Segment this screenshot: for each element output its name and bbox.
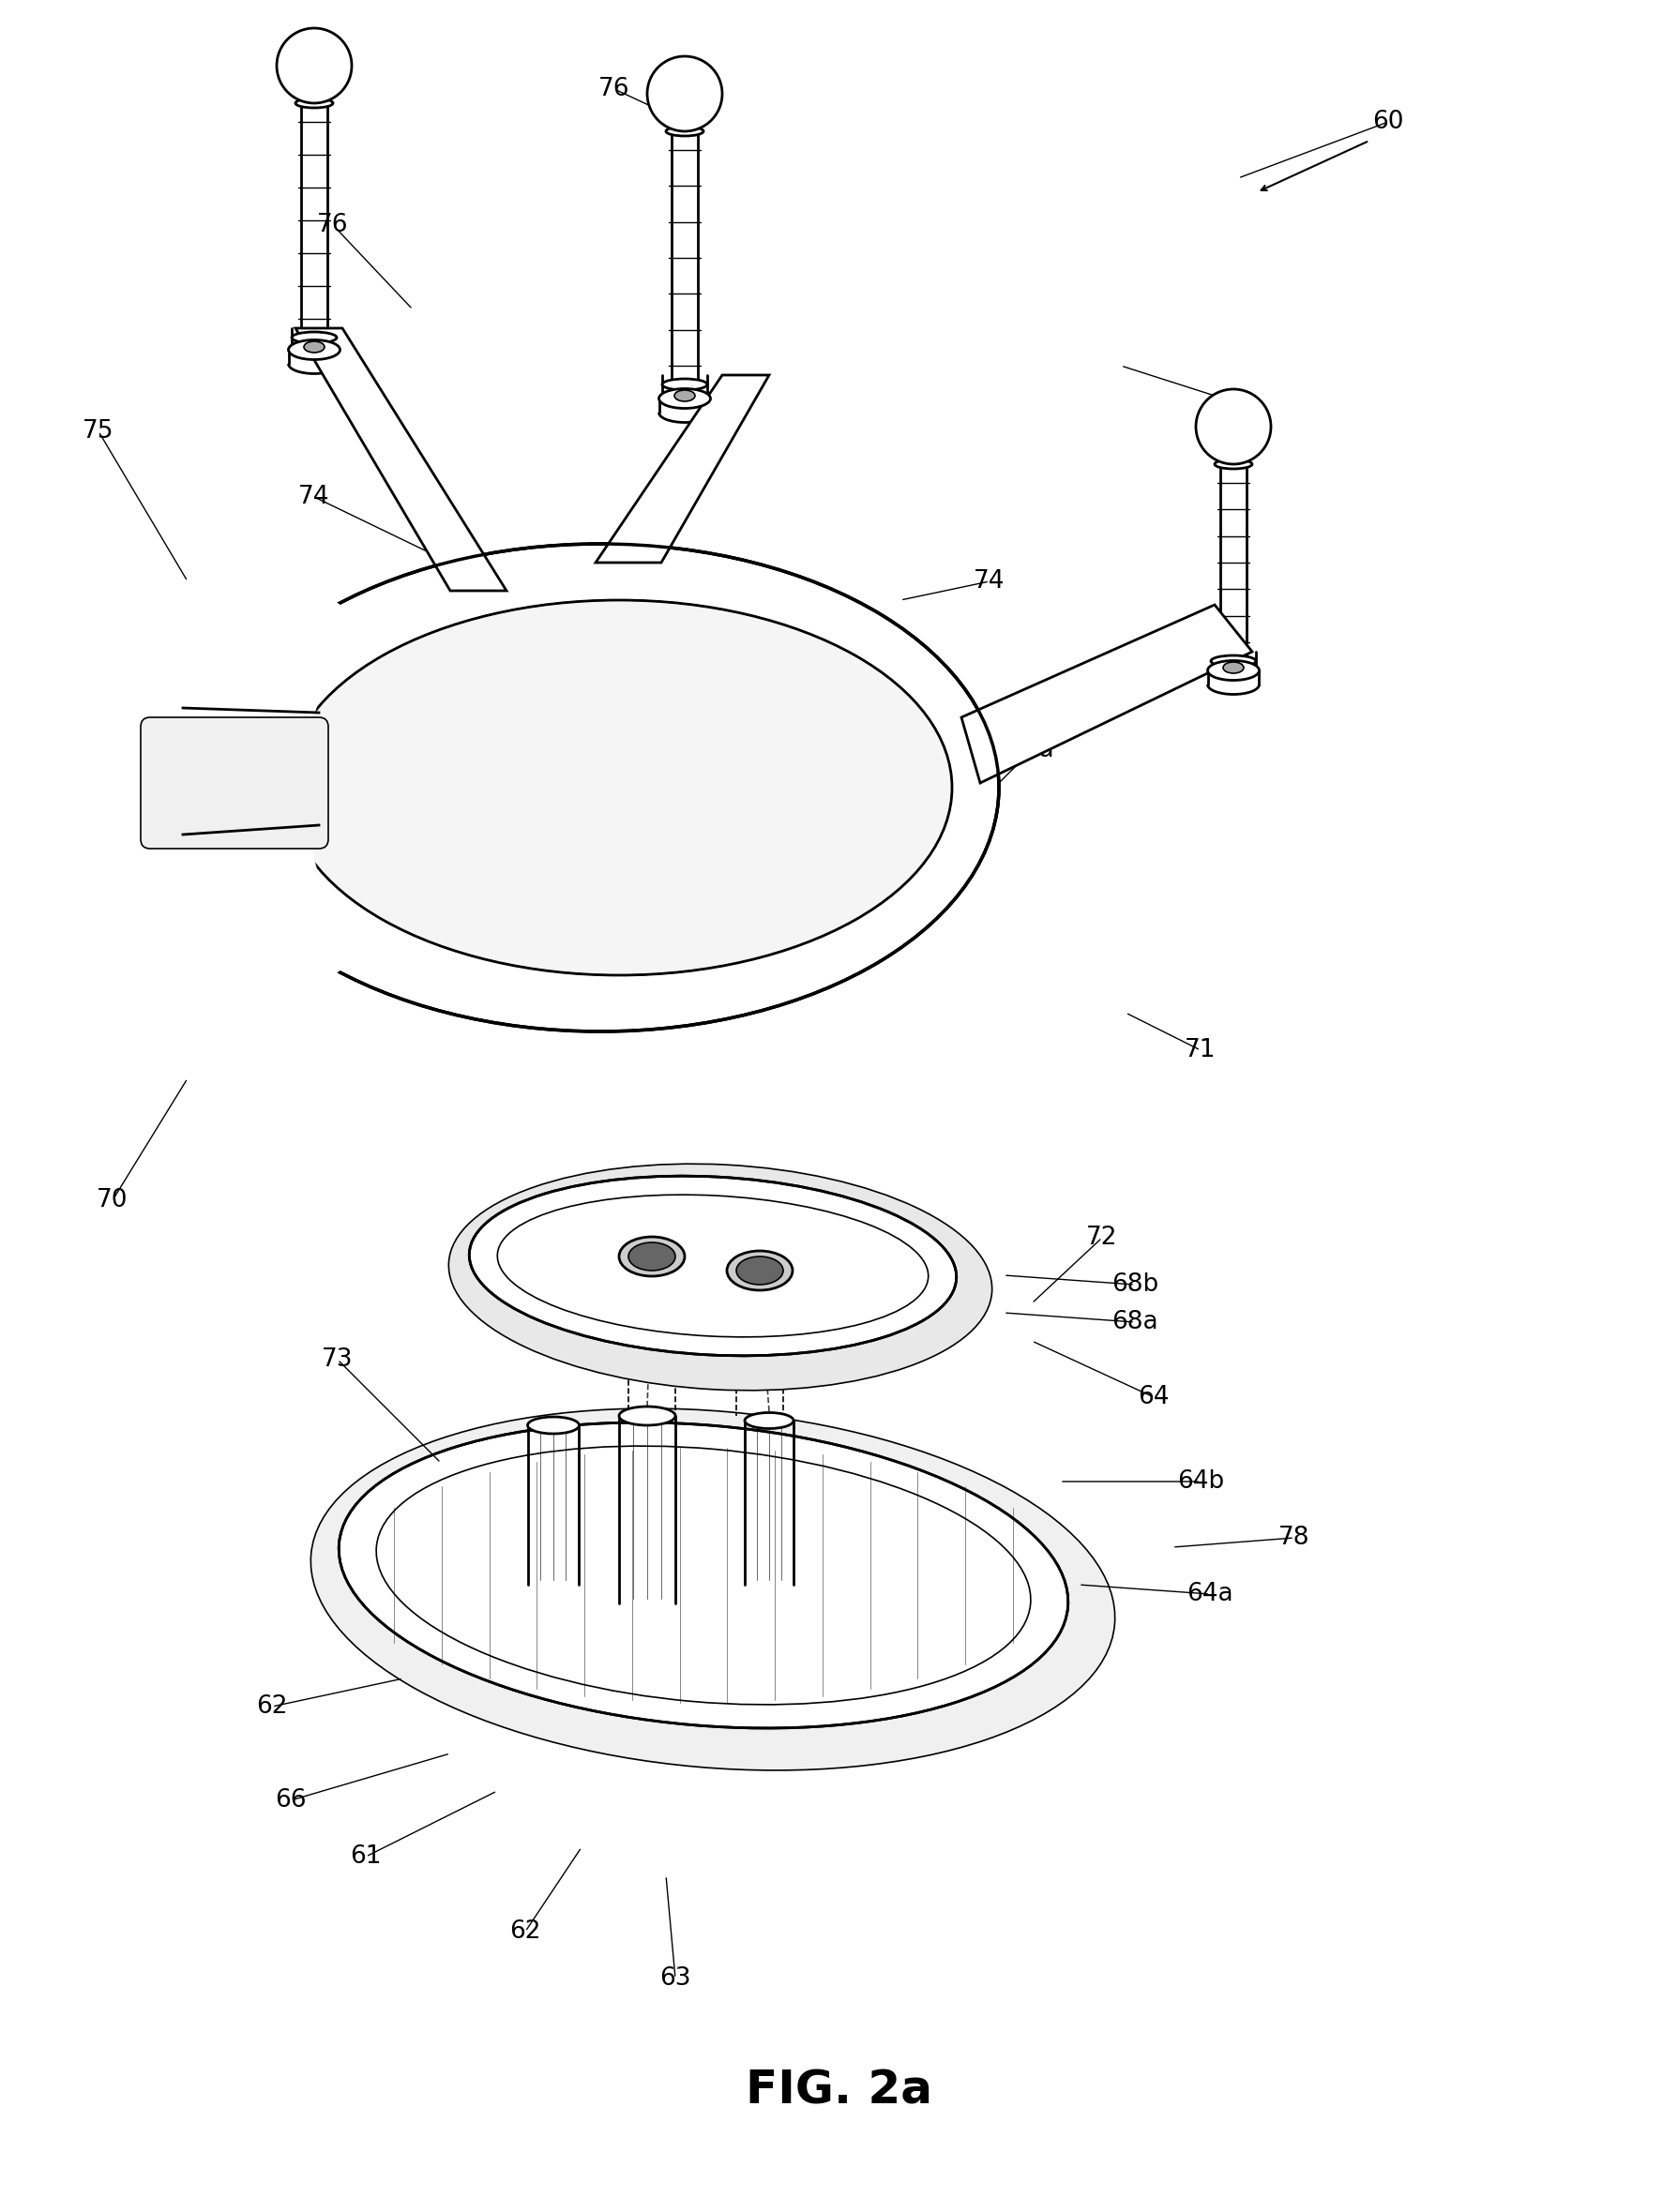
Text: 68a: 68a — [1111, 1310, 1158, 1334]
Text: 78: 78 — [1279, 1526, 1309, 1551]
Text: 64b: 64b — [1176, 1469, 1223, 1493]
Ellipse shape — [619, 1237, 685, 1276]
Text: 70: 70 — [97, 1188, 128, 1212]
Text: FIG. 2a: FIG. 2a — [745, 2068, 933, 2112]
Text: 72: 72 — [1086, 1225, 1118, 1250]
Ellipse shape — [285, 599, 951, 975]
Ellipse shape — [737, 1256, 782, 1285]
Ellipse shape — [339, 1422, 1067, 1728]
FancyBboxPatch shape — [141, 717, 329, 849]
Circle shape — [1195, 389, 1270, 465]
Text: 61: 61 — [351, 1845, 381, 1869]
Text: 76: 76 — [599, 77, 629, 102]
Circle shape — [277, 29, 351, 104]
Polygon shape — [961, 604, 1252, 783]
Ellipse shape — [1210, 655, 1255, 666]
Ellipse shape — [310, 1409, 1114, 1770]
Text: 72a: 72a — [675, 748, 722, 772]
Ellipse shape — [470, 1177, 956, 1356]
Ellipse shape — [745, 1413, 794, 1429]
Ellipse shape — [1206, 661, 1258, 681]
Text: 72a: 72a — [619, 1356, 666, 1380]
Ellipse shape — [201, 544, 998, 1031]
Text: 70b: 70b — [168, 814, 216, 838]
Text: 76: 76 — [1222, 392, 1253, 416]
Text: 62: 62 — [508, 1920, 540, 1944]
Ellipse shape — [666, 126, 703, 135]
Text: 68b: 68b — [1111, 1272, 1158, 1296]
Ellipse shape — [295, 100, 332, 108]
Text: 72: 72 — [753, 719, 784, 743]
Text: 71: 71 — [1185, 1037, 1215, 1062]
Text: 66: 66 — [275, 1787, 307, 1812]
Ellipse shape — [661, 378, 706, 389]
Text: 64a: 64a — [1186, 1582, 1233, 1606]
Ellipse shape — [1213, 460, 1252, 469]
Ellipse shape — [658, 389, 710, 409]
Text: 64: 64 — [1138, 1385, 1170, 1409]
Text: 74: 74 — [973, 568, 1005, 593]
Wedge shape — [193, 553, 357, 1022]
Ellipse shape — [619, 1407, 675, 1425]
Text: 63: 63 — [659, 1966, 691, 1991]
Text: 73: 73 — [322, 1347, 352, 1371]
Ellipse shape — [527, 1418, 579, 1433]
Polygon shape — [295, 327, 507, 591]
Ellipse shape — [628, 1243, 675, 1270]
Circle shape — [646, 55, 722, 131]
Ellipse shape — [675, 389, 695, 400]
Ellipse shape — [289, 341, 341, 361]
Text: 71a: 71a — [1008, 739, 1054, 763]
Text: 75: 75 — [82, 418, 114, 445]
Text: 60: 60 — [1371, 111, 1403, 135]
Text: 76: 76 — [317, 212, 349, 237]
Text: 74: 74 — [299, 484, 331, 509]
Ellipse shape — [727, 1250, 792, 1290]
Ellipse shape — [448, 1164, 992, 1391]
Text: 62: 62 — [257, 1694, 287, 1719]
Ellipse shape — [1222, 661, 1243, 672]
Text: 79: 79 — [346, 785, 376, 810]
Ellipse shape — [304, 341, 324, 352]
Ellipse shape — [292, 332, 337, 343]
Polygon shape — [596, 376, 769, 562]
